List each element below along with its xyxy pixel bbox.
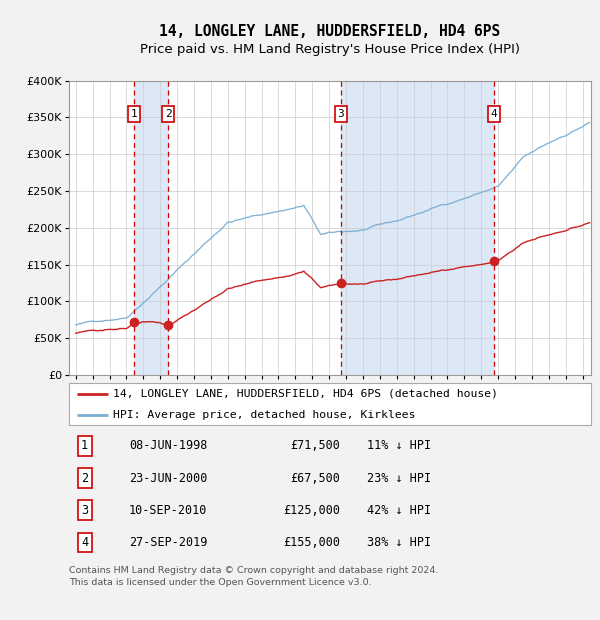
Text: 3: 3 [337,108,344,119]
Text: 42% ↓ HPI: 42% ↓ HPI [367,504,431,516]
Text: £67,500: £67,500 [290,472,340,484]
Text: 38% ↓ HPI: 38% ↓ HPI [367,536,431,549]
Text: 4: 4 [490,108,497,119]
Text: 2: 2 [81,472,88,484]
Text: 14, LONGLEY LANE, HUDDERSFIELD, HD4 6PS: 14, LONGLEY LANE, HUDDERSFIELD, HD4 6PS [160,24,500,38]
Text: 1: 1 [130,108,137,119]
Text: 10-SEP-2010: 10-SEP-2010 [129,504,208,516]
Text: £71,500: £71,500 [290,440,340,452]
Text: £125,000: £125,000 [283,504,340,516]
Text: Contains HM Land Registry data © Crown copyright and database right 2024.
This d: Contains HM Land Registry data © Crown c… [69,566,439,587]
Text: £155,000: £155,000 [283,536,340,549]
Text: 14, LONGLEY LANE, HUDDERSFIELD, HD4 6PS (detached house): 14, LONGLEY LANE, HUDDERSFIELD, HD4 6PS … [113,389,499,399]
Text: 4: 4 [81,536,88,549]
Bar [341,81,494,375]
Text: 08-JUN-1998: 08-JUN-1998 [129,440,208,452]
Text: 1: 1 [81,440,88,452]
Text: 27-SEP-2019: 27-SEP-2019 [129,536,208,549]
Text: 23-JUN-2000: 23-JUN-2000 [129,472,208,484]
Text: 23% ↓ HPI: 23% ↓ HPI [367,472,431,484]
Text: Price paid vs. HM Land Registry's House Price Index (HPI): Price paid vs. HM Land Registry's House … [140,43,520,56]
Text: HPI: Average price, detached house, Kirklees: HPI: Average price, detached house, Kirk… [113,410,416,420]
Text: 11% ↓ HPI: 11% ↓ HPI [367,440,431,452]
Text: 2: 2 [165,108,172,119]
Bar [134,81,169,375]
Text: 3: 3 [81,504,88,516]
